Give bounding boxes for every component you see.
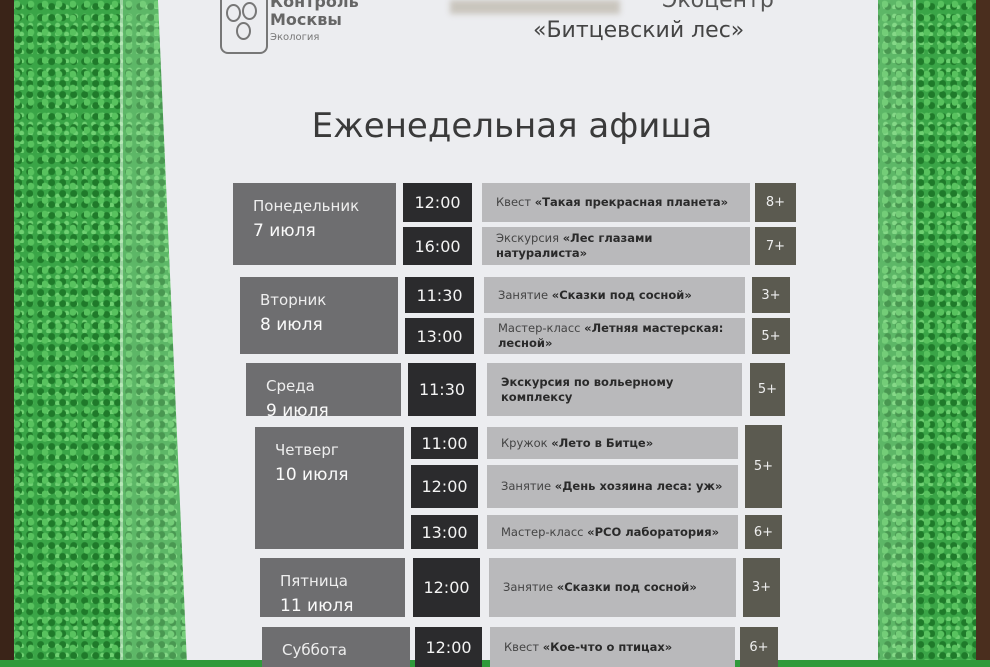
- age-badge: 5+: [745, 425, 782, 508]
- day-block: Пятница 11 июля: [260, 558, 405, 617]
- brand-line3: Экология: [270, 32, 320, 43]
- day-date: 8 июля: [260, 315, 323, 335]
- event-time: 12:00: [413, 558, 480, 617]
- age-badge: 3+: [743, 558, 780, 617]
- age-badge: 6+: [740, 627, 778, 667]
- day-date: 7 июля: [253, 221, 316, 241]
- event-time: 16:00: [403, 227, 472, 265]
- event-time: 12:00: [403, 183, 472, 222]
- event-time: 12:00: [411, 465, 478, 508]
- event-title: Мастер-класс «Летняя мастерская: лесной»: [484, 318, 745, 354]
- ecocenter-label: Экоцентр: [662, 0, 774, 13]
- event-text: Мастер-класс «PCO лаборатория»: [501, 524, 720, 539]
- event-title: Занятие «Сказки под сосной»: [484, 277, 745, 313]
- event-text: Квест «Такая прекрасная планета»: [496, 195, 729, 210]
- event-time: 12:00: [415, 627, 482, 667]
- event-text: Занятие «День хозяина леса: уж»: [501, 479, 723, 494]
- wall-edge: [0, 0, 14, 660]
- age-badge: 8+: [755, 183, 796, 222]
- day-block: Среда 9 июля: [246, 363, 401, 421]
- age-badge: 5+: [752, 318, 790, 354]
- day-name: Вторник: [260, 291, 327, 309]
- event-title: Экскурсия «Лес глазами натуралиста»: [482, 227, 750, 265]
- day-block: Четверг 10 июля: [255, 427, 404, 549]
- event-time: 11:30: [408, 363, 476, 416]
- wall-edge: [976, 0, 990, 660]
- age-badge: 5+: [750, 363, 785, 416]
- day-name: Среда: [266, 377, 315, 395]
- brand-line1: Контроль: [270, 0, 359, 11]
- event-time: 11:00: [411, 427, 478, 459]
- event-text: Экскурсия по вольерному комплексу: [501, 374, 674, 404]
- event-title: Квест «Кое-что о птицах»: [490, 627, 735, 667]
- event-text: Занятие «Сказки под сосной»: [503, 580, 697, 595]
- event-time: 11:30: [405, 277, 474, 313]
- day-name: Суббота: [282, 641, 347, 659]
- day-block: Понедельник 7 июля: [233, 183, 396, 265]
- event-time: 13:00: [411, 515, 478, 549]
- day-block: Вторник 8 июля: [240, 277, 398, 354]
- day-date: 9 июля: [266, 401, 329, 421]
- day-name: Пятница: [280, 572, 348, 590]
- event-text: Занятие «Сказки под сосной»: [498, 287, 692, 302]
- day-date: 10 июля: [275, 465, 349, 485]
- page-title: Еженедельная афиша: [311, 106, 713, 146]
- day-name: Понедельник: [253, 197, 360, 215]
- day-block: Суббота: [262, 627, 410, 667]
- event-text: Кружок «Лето в Битце»: [501, 435, 654, 450]
- event-text: Мастер-класс «Летняя мастерская: лесной»: [498, 321, 724, 350]
- age-badge: 3+: [752, 277, 790, 313]
- brand-line2: Москвы: [270, 10, 342, 29]
- event-title: Квест «Такая прекрасная планета»: [482, 183, 750, 222]
- logo-icon: [220, 0, 268, 54]
- event-title: Мастер-класс «PCO лаборатория»: [487, 515, 738, 549]
- day-date: 11 июля: [280, 596, 354, 616]
- event-text: Экскурсия «Лес глазами натуралиста»: [496, 231, 653, 260]
- event-title: Экскурсия по вольерному комплексу: [487, 363, 742, 416]
- age-badge: 7+: [755, 227, 796, 265]
- event-time: 13:00: [405, 318, 474, 354]
- event-title: Занятие «Сказки под сосной»: [489, 558, 736, 617]
- event-title: Занятие «День хозяина леса: уж»: [487, 465, 738, 508]
- smudge: [450, 0, 620, 14]
- event-title: Кружок «Лето в Битце»: [487, 427, 738, 459]
- ecocenter-name: «Битцевский лес»: [533, 18, 745, 43]
- event-text: Квест «Кое-что о птицах»: [504, 639, 673, 654]
- day-name: Четверг: [275, 441, 339, 459]
- age-badge: 6+: [745, 515, 782, 549]
